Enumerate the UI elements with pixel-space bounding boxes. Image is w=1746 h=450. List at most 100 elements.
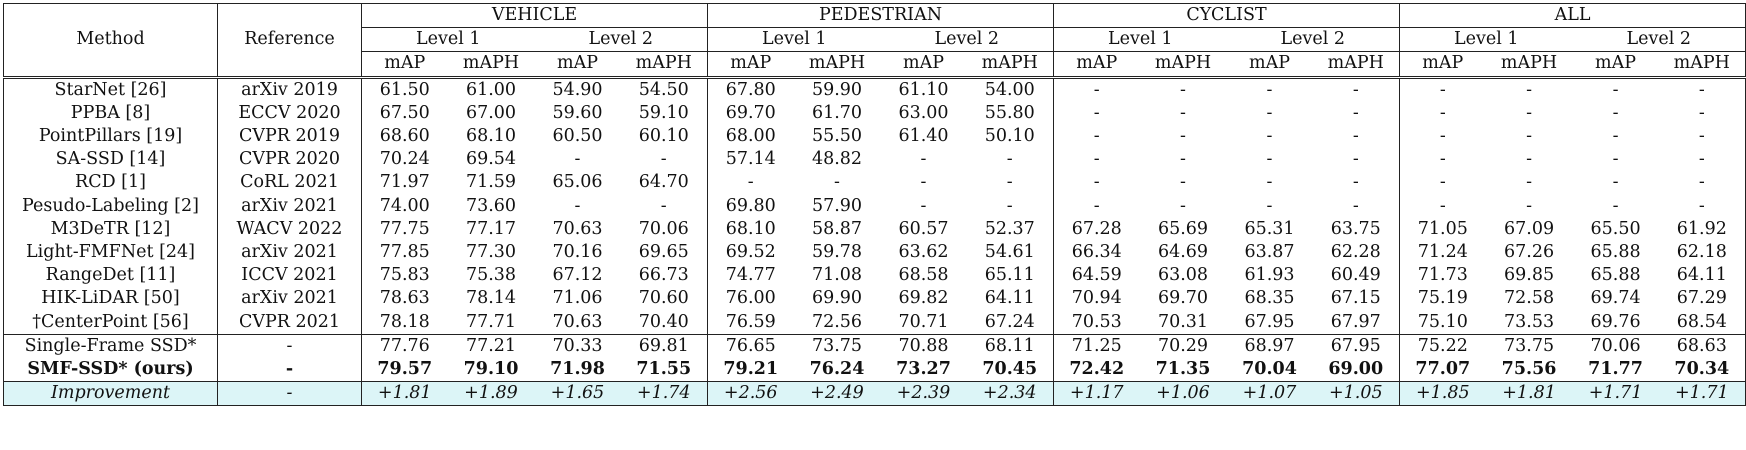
results-table-container: Method Reference VEHICLE PEDESTRIAN CYCL…	[3, 2, 1746, 407]
metric-header: mAPH	[1658, 51, 1746, 79]
value-cell: -	[1612, 149, 1619, 170]
value-cell: 70.06	[620, 217, 708, 241]
value-cell: 60.10	[620, 124, 708, 149]
value-cell: 70.88	[880, 333, 967, 358]
group-header-all: ALL	[1399, 2, 1746, 29]
value-cell: -	[1612, 172, 1619, 193]
value-cell: 73.75	[793, 333, 881, 358]
value-cell: -	[1439, 102, 1446, 123]
value-cell: +1.74	[620, 380, 708, 407]
value-cell: -	[620, 194, 708, 218]
value-cell: -	[1180, 149, 1186, 170]
value-cell: 78.63	[379, 288, 430, 309]
value-cell: 69.54	[465, 149, 517, 170]
value-cell: 67.95	[1312, 333, 1401, 358]
level-header: Level 2	[880, 27, 1054, 53]
value-cell: 52.37	[966, 217, 1054, 241]
value-cell: 73.27	[896, 358, 951, 379]
value-cell: 70.60	[620, 287, 708, 311]
value-cell: 65.50	[1590, 218, 1641, 239]
value-cell: 48.82	[811, 149, 863, 170]
value-cell: 71.25	[1053, 333, 1140, 358]
header-row-levels: Level 1 Level 2 Level 1 Level 2 Level 1 Level…	[4, 27, 1746, 53]
value-cell: 65.88	[1590, 241, 1641, 262]
reference-cell: CVPR 2021	[217, 310, 362, 335]
value-cell: 70.94	[1071, 288, 1122, 309]
value-cell: -	[1093, 172, 1100, 193]
value-cell: 68.58	[898, 265, 949, 286]
value-cell: 61.93	[1244, 265, 1295, 286]
value-cell: 71.24	[1417, 241, 1468, 262]
value-cell: 69.85	[1503, 265, 1555, 286]
value-cell: 67.12	[552, 265, 603, 286]
table-row: StarNet [26] arXiv 2019 61.50 61.00 54.90 54.…	[3, 77, 1746, 102]
value-cell: 65.06	[552, 172, 603, 193]
reference-header: Reference	[217, 3, 362, 79]
value-cell: 63.08	[1157, 265, 1209, 286]
value-cell: -	[1526, 79, 1532, 100]
value-cell: 75.22	[1399, 333, 1486, 358]
header-row-groups: Method Reference VEHICLE PEDESTRIAN CYCL…	[3, 2, 1746, 79]
level-header: Level 1	[1399, 27, 1573, 53]
value-cell: 69.74	[1590, 288, 1641, 309]
value-cell: 71.59	[465, 172, 517, 193]
value-cell: 71.08	[811, 265, 863, 286]
value-cell: +1.71	[1572, 380, 1659, 407]
value-cell: -	[1266, 195, 1273, 216]
value-cell: 64.69	[1157, 241, 1209, 262]
metric-header: mAP	[534, 51, 621, 79]
header-row-metrics: mAP mAPH mAP mAPH mAP mAPH mAP mAPH mAP mAPH mAP mA…	[4, 51, 1746, 79]
value-cell: 73.60	[465, 195, 517, 216]
value-cell: -	[1612, 102, 1619, 123]
value-cell: -	[1266, 126, 1273, 147]
value-cell: +1.81	[361, 380, 448, 407]
method-cell: Light-FMFNet [24]	[3, 240, 218, 265]
value-cell: -	[1439, 195, 1446, 216]
metric-header: mAP	[1399, 51, 1486, 79]
value-cell: 67.97	[1312, 310, 1401, 335]
method-cell: RangeDet [11]	[3, 264, 218, 288]
value-cell: 69.90	[811, 288, 863, 309]
value-cell: 58.87	[811, 218, 863, 239]
value-cell: +1.17	[1053, 380, 1140, 407]
value-cell: 68.11	[966, 333, 1054, 358]
method-cell: Single-Frame SSD*	[3, 333, 218, 358]
value-cell: 68.10	[725, 218, 776, 239]
value-cell: -	[1658, 171, 1746, 195]
value-cell: -	[1093, 126, 1100, 147]
value-cell: 75.38	[465, 265, 517, 286]
value-cell: -	[1180, 79, 1186, 100]
value-cell: 70.31	[1157, 311, 1209, 332]
value-cell: -	[1526, 149, 1532, 170]
value-cell: 63.00	[898, 102, 949, 123]
value-cell: 70.71	[898, 311, 949, 332]
metric-header: mAPH	[447, 51, 535, 79]
value-cell: 73.53	[1503, 311, 1555, 332]
value-cell: 79.57	[377, 358, 433, 379]
value-cell: 74.00	[379, 195, 430, 216]
value-cell: -	[1093, 102, 1100, 123]
value-cell: 70.63	[552, 311, 603, 332]
value-cell: 69.81	[620, 333, 708, 358]
method-cell: SA-SSD [14]	[3, 148, 218, 172]
metric-header: mAP	[361, 51, 448, 79]
value-cell: 71.06	[552, 288, 603, 309]
reference-cell: CoRL 2021	[217, 171, 362, 195]
results-table: Method Reference VEHICLE PEDESTRIAN CYCL…	[3, 2, 1746, 407]
value-cell: 67.26	[1503, 241, 1555, 262]
table-row: Light-FMFNet [24] arXiv 2021 77.85 77.30 70.…	[3, 240, 1746, 265]
value-cell: -	[1266, 172, 1273, 193]
table-row: SA-SSD [14] CVPR 2020 70.24 69.54- -57.14 48.…	[3, 148, 1746, 172]
value-cell: -	[1180, 126, 1186, 147]
value-cell: 67.24	[966, 310, 1054, 335]
value-cell: 63.62	[898, 241, 949, 262]
value-cell: 79.10	[463, 358, 519, 379]
table-row-single-frame: Single-Frame SSD* -77.76 77.21 70.33 69.81 76…	[3, 333, 1746, 358]
reference-cell: ECCV 2020	[217, 101, 362, 125]
value-cell: +2.49	[793, 380, 881, 407]
value-cell: -	[1180, 172, 1186, 193]
value-cell: 67.09	[1503, 218, 1555, 239]
reference-cell: -	[217, 380, 362, 407]
value-cell: -	[920, 149, 927, 170]
value-cell: 71.73	[1417, 265, 1468, 286]
